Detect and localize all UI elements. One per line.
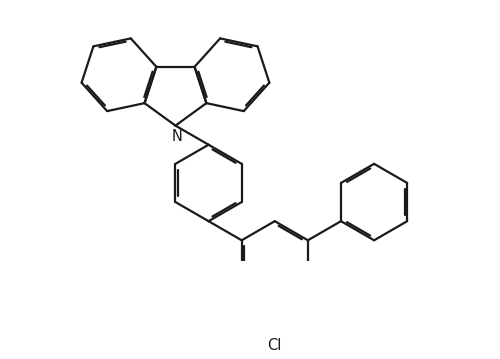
Text: Cl: Cl (268, 338, 282, 353)
Text: N: N (172, 129, 183, 144)
